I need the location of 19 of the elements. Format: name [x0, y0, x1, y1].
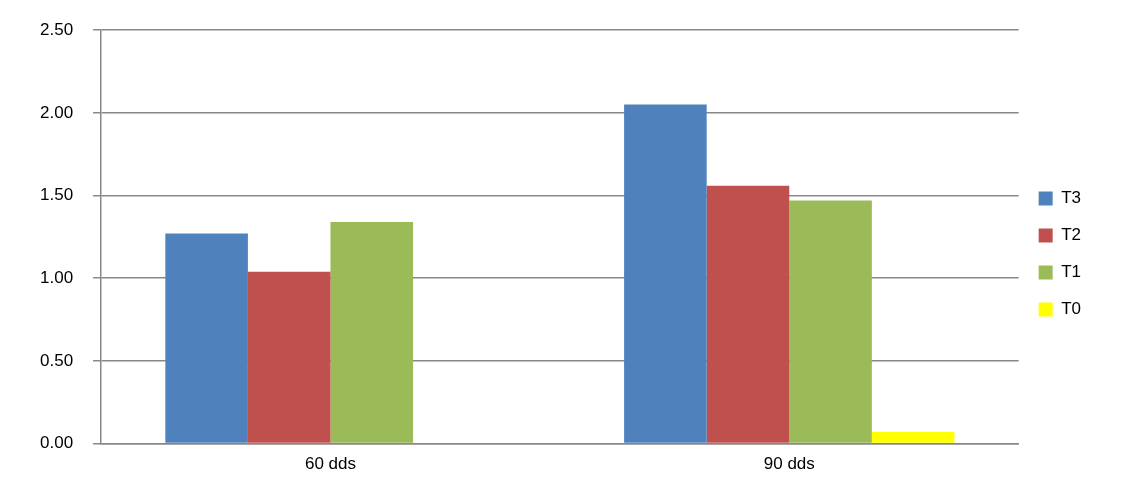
legend-label: T2	[1061, 225, 1081, 245]
legend-label: T3	[1061, 188, 1081, 208]
bar	[247, 271, 331, 443]
y-tick-label: 1.50	[39, 185, 74, 205]
y-tick-label: 2.50	[39, 19, 74, 39]
bar	[789, 200, 872, 443]
bar	[871, 432, 955, 443]
x-tick-label: 90 dds	[763, 454, 815, 474]
y-tick-label: 0.00	[39, 433, 74, 453]
bar	[706, 185, 790, 443]
bar	[624, 104, 707, 443]
y-tick-label: 2.00	[39, 102, 74, 122]
bar	[165, 233, 248, 443]
bar	[330, 222, 414, 443]
legend-label: T0	[1061, 299, 1081, 319]
y-tick-label: 0.50	[39, 350, 74, 370]
x-tick-label: 60 dds	[304, 454, 356, 474]
legend-label: T1	[1061, 262, 1081, 282]
y-tick-label: 1.00	[39, 267, 74, 287]
